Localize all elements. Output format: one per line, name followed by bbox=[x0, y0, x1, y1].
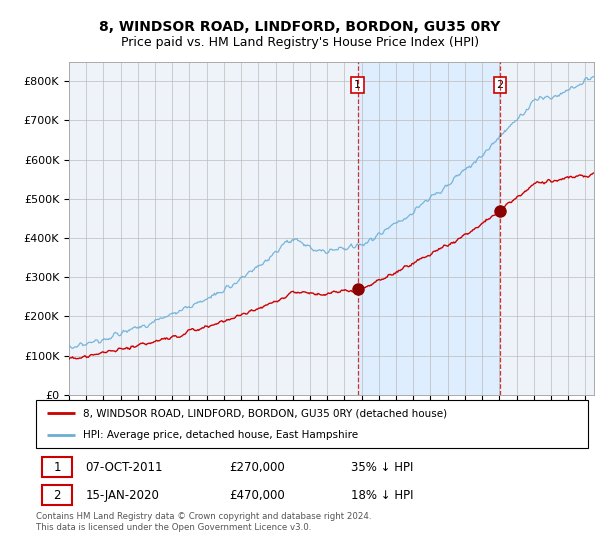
Text: Contains HM Land Registry data © Crown copyright and database right 2024.
This d: Contains HM Land Registry data © Crown c… bbox=[36, 512, 371, 532]
Text: 15-JAN-2020: 15-JAN-2020 bbox=[86, 488, 160, 502]
Text: £470,000: £470,000 bbox=[229, 488, 285, 502]
Text: 07-OCT-2011: 07-OCT-2011 bbox=[86, 460, 163, 474]
Text: £270,000: £270,000 bbox=[229, 460, 285, 474]
Bar bbox=[358, 62, 500, 395]
Text: 8, WINDSOR ROAD, LINDFORD, BORDON, GU35 0RY (detached house): 8, WINDSOR ROAD, LINDFORD, BORDON, GU35 … bbox=[83, 408, 447, 418]
FancyBboxPatch shape bbox=[41, 485, 72, 505]
Text: Price paid vs. HM Land Registry's House Price Index (HPI): Price paid vs. HM Land Registry's House … bbox=[121, 36, 479, 49]
FancyBboxPatch shape bbox=[36, 400, 588, 448]
Text: HPI: Average price, detached house, East Hampshire: HPI: Average price, detached house, East… bbox=[83, 430, 358, 440]
Text: 1: 1 bbox=[53, 460, 61, 474]
Text: 1: 1 bbox=[354, 80, 361, 90]
Text: 35% ↓ HPI: 35% ↓ HPI bbox=[350, 460, 413, 474]
Text: 8, WINDSOR ROAD, LINDFORD, BORDON, GU35 0RY: 8, WINDSOR ROAD, LINDFORD, BORDON, GU35 … bbox=[100, 20, 500, 34]
Text: 18% ↓ HPI: 18% ↓ HPI bbox=[350, 488, 413, 502]
Text: 2: 2 bbox=[496, 80, 503, 90]
Text: 2: 2 bbox=[53, 488, 61, 502]
FancyBboxPatch shape bbox=[41, 457, 72, 477]
